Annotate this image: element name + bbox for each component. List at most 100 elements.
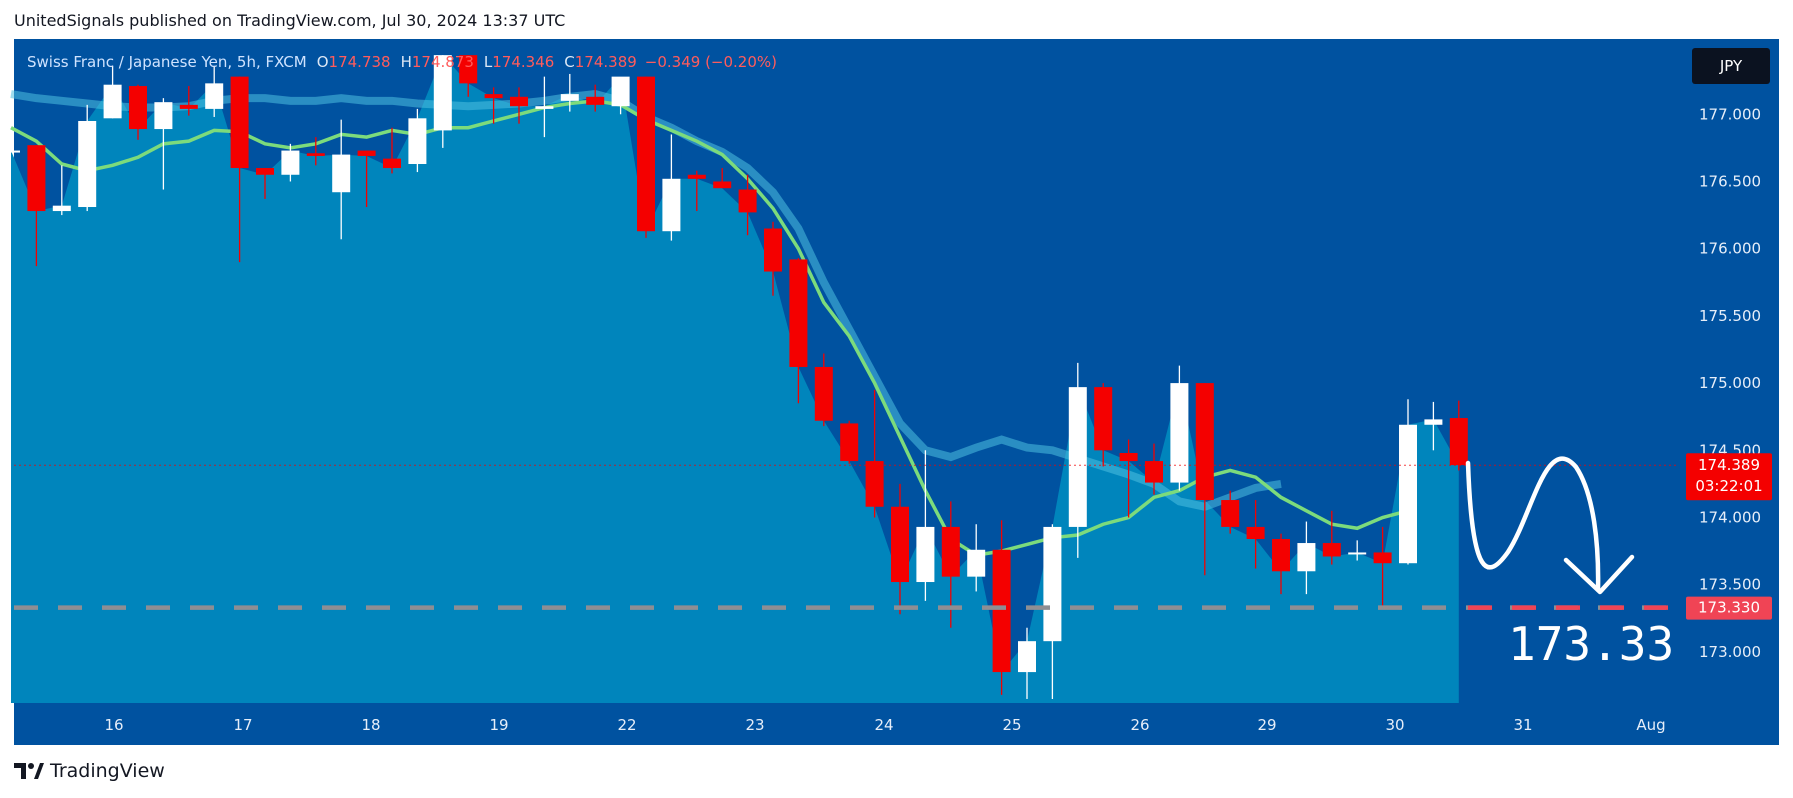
candle-down bbox=[1322, 543, 1341, 557]
target-annotation: 173.33 bbox=[1508, 617, 1674, 671]
tradingview-brand: TradingView bbox=[50, 760, 165, 782]
candle-down bbox=[256, 168, 274, 175]
candle-up bbox=[1068, 387, 1087, 527]
candles bbox=[2, 55, 1468, 699]
candle-down bbox=[764, 228, 782, 272]
candle-down bbox=[1195, 383, 1214, 501]
x-axis-label: Aug bbox=[1636, 716, 1665, 734]
y-tick-label: 176.000 bbox=[1699, 240, 1761, 258]
candle-down bbox=[814, 366, 833, 421]
currency-button[interactable]: JPY bbox=[1692, 48, 1770, 84]
footer: TradingView bbox=[14, 757, 165, 785]
candle-down bbox=[637, 76, 655, 232]
high-value: 174.873 bbox=[411, 53, 474, 71]
candle-up bbox=[1018, 641, 1036, 673]
last-price-label-box bbox=[1686, 453, 1772, 501]
x-axis-label: 19 bbox=[489, 716, 508, 734]
candle-up bbox=[967, 549, 986, 577]
candle-down bbox=[179, 104, 198, 109]
candle-down bbox=[459, 55, 478, 84]
low-value: 174.346 bbox=[492, 53, 555, 71]
countdown-label: 03:22:01 bbox=[1695, 477, 1762, 495]
x-axis-label: 17 bbox=[233, 716, 252, 734]
candle-down bbox=[586, 96, 605, 105]
forecast-arrowhead bbox=[1563, 554, 1635, 595]
x-axis-label: 22 bbox=[617, 716, 636, 734]
x-axis-label: 24 bbox=[874, 716, 893, 734]
y-tick-label: 177.000 bbox=[1699, 105, 1761, 123]
close-value: 174.389 bbox=[574, 53, 637, 71]
candle-up bbox=[611, 76, 630, 107]
y-tick-label: 175.500 bbox=[1699, 307, 1761, 325]
candle-down bbox=[789, 259, 808, 367]
candle-down bbox=[484, 94, 503, 99]
low-key: L bbox=[483, 53, 493, 71]
candle-down bbox=[383, 158, 401, 169]
forecast-arrow bbox=[1465, 456, 1601, 593]
candle-down bbox=[992, 549, 1011, 673]
candle-down bbox=[1246, 526, 1265, 540]
candle-down bbox=[713, 181, 732, 189]
candle-down bbox=[738, 189, 757, 213]
candle-down bbox=[1119, 452, 1138, 462]
candle-up bbox=[408, 118, 427, 165]
y-tick-label: 173.000 bbox=[1699, 643, 1761, 661]
candle-up bbox=[52, 205, 71, 212]
target-label: 173.330 bbox=[1698, 599, 1760, 617]
candle-up bbox=[916, 526, 935, 583]
candle-up bbox=[433, 55, 452, 131]
candle-up bbox=[1297, 543, 1316, 572]
open-key: O bbox=[316, 53, 329, 71]
candle-down bbox=[306, 153, 325, 156]
open-value: 174.738 bbox=[328, 53, 391, 71]
candle-down bbox=[1449, 418, 1468, 466]
y-tick-label: 176.500 bbox=[1699, 172, 1761, 190]
publisher-header: UnitedSignals published on TradingView.c… bbox=[14, 11, 566, 30]
symbol-title: Swiss Franc / Japanese Yen, 5h, FXCM bbox=[27, 53, 307, 71]
candle-up bbox=[560, 94, 579, 101]
candle-up bbox=[2, 150, 20, 153]
candle-down bbox=[1272, 539, 1290, 572]
candle-down bbox=[27, 145, 46, 212]
high-key: H bbox=[400, 53, 412, 71]
candle-down bbox=[1094, 387, 1113, 451]
candle-up bbox=[535, 106, 554, 109]
candle-up bbox=[332, 154, 351, 193]
candle-down bbox=[1373, 552, 1392, 564]
candle-up bbox=[78, 120, 97, 208]
candle-up bbox=[103, 84, 122, 119]
last-price-label: 174.389 bbox=[1698, 456, 1760, 474]
candle-up bbox=[281, 150, 300, 175]
x-axis-label: 25 bbox=[1002, 716, 1021, 734]
candle-down bbox=[891, 506, 909, 583]
candle-down bbox=[941, 526, 960, 577]
candle-down bbox=[129, 86, 147, 130]
y-tick-label: 173.500 bbox=[1699, 576, 1761, 594]
candle-down bbox=[865, 461, 884, 507]
candle-up bbox=[205, 83, 224, 109]
candle-down bbox=[230, 76, 249, 169]
x-axis-label: 29 bbox=[1257, 716, 1276, 734]
candle-down bbox=[1145, 461, 1163, 483]
change-value: −0.349 (−0.20%) bbox=[644, 53, 777, 71]
candle-up bbox=[1348, 552, 1367, 555]
candle-up bbox=[662, 178, 681, 232]
candle-down bbox=[357, 150, 376, 156]
x-axis-labels: 16 17 18 19 22 23 24 25 26 29 30 31 Aug bbox=[104, 716, 1665, 734]
candle-up bbox=[1043, 526, 1062, 642]
candle-down bbox=[840, 423, 859, 462]
x-axis-label: 18 bbox=[361, 716, 380, 734]
close-key: C bbox=[564, 53, 575, 71]
target-label-box bbox=[1686, 596, 1772, 620]
y-axis-ticks: 177.000176.500176.000175.500175.000174.5… bbox=[1699, 105, 1761, 661]
x-axis-label: 26 bbox=[1130, 716, 1149, 734]
y-tick-label: 174.000 bbox=[1699, 509, 1761, 527]
x-axis-label: 16 bbox=[104, 716, 123, 734]
candle-up bbox=[154, 102, 173, 130]
x-axis-label: 31 bbox=[1513, 716, 1532, 734]
candle-down bbox=[1221, 500, 1240, 527]
candle-up bbox=[1170, 383, 1189, 483]
price-axis-panel bbox=[1676, 39, 1779, 745]
candle-down bbox=[687, 174, 706, 179]
